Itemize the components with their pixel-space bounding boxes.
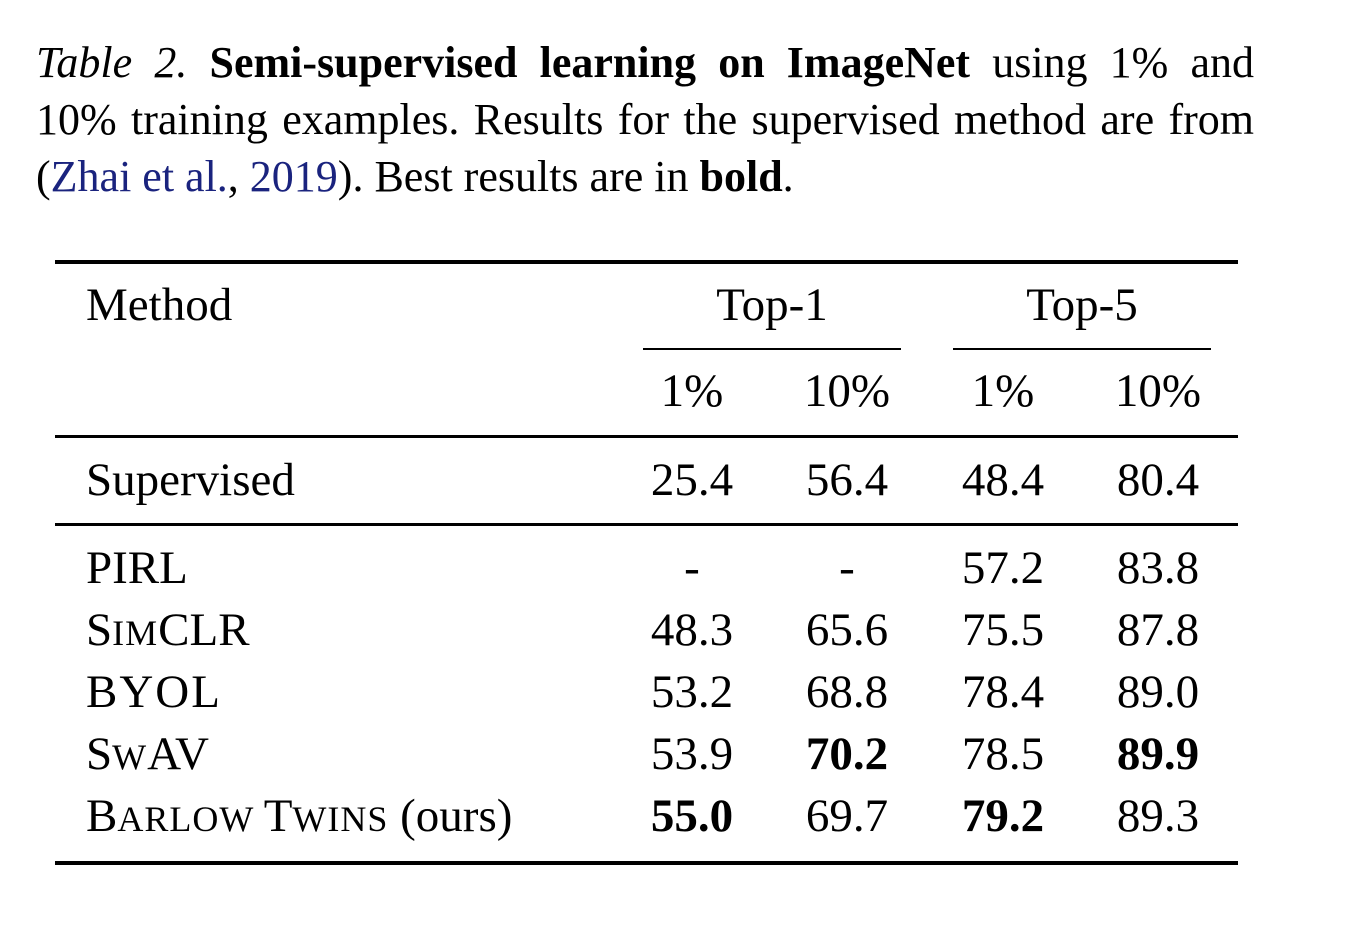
- method-name-part: WINS: [292, 799, 389, 839]
- row-method-pirl: PIRL: [86, 541, 188, 595]
- cell-byol-top5-10pct: 89.0: [1116, 666, 1200, 718]
- cell-byol-top5-1pct: 78.4: [961, 666, 1045, 718]
- method-name-part: IM: [112, 613, 159, 653]
- method-name-part: B: [86, 790, 118, 842]
- method-name-part: AV: [147, 728, 209, 780]
- citation-author-link[interactable]: Zhai et al.: [50, 152, 228, 201]
- cell-barlow-top5-10pct: 89.3: [1116, 790, 1200, 842]
- method-name-suffix: (ours): [388, 790, 513, 842]
- row-method-byol: BYOL: [86, 665, 222, 719]
- cell-swav-top5-10pct: 89.9: [1116, 728, 1200, 780]
- citation-separator: ,: [227, 152, 250, 201]
- cell-pirl-top1-10pct: -: [839, 542, 855, 594]
- top1-group-rule: [643, 348, 901, 350]
- header-sub-top1-10pct: 10%: [803, 365, 891, 417]
- cell-byol-top1-1pct: 53.2: [650, 666, 734, 718]
- cell-pirl-top5-1pct: 57.2: [961, 542, 1045, 594]
- cell-supervised-top1-1pct: 25.4: [650, 454, 734, 506]
- method-name-part: S: [86, 604, 113, 656]
- method-name-part: T: [263, 790, 293, 842]
- cell-simclr-top1-10pct: 65.6: [805, 604, 889, 656]
- baseline-bottom-rule: [55, 523, 1238, 526]
- table-top-rule: [55, 260, 1238, 264]
- cell-supervised-top5-1pct: 48.4: [961, 454, 1045, 506]
- cell-simclr-top5-1pct: 75.5: [961, 604, 1045, 656]
- method-name-part: PIRL: [86, 542, 188, 594]
- header-sub-top5-10pct: 10%: [1114, 365, 1202, 417]
- method-name-part: W: [112, 737, 148, 777]
- caption-bold-word: bold: [699, 152, 783, 201]
- header-top5: Top-5: [1026, 279, 1138, 331]
- row-method-swav: SWAV: [86, 727, 209, 784]
- cell-pirl-top5-10pct: 83.8: [1116, 542, 1200, 594]
- cell-barlow-top1-10pct: 69.7: [805, 790, 889, 842]
- caption-text-2: ). Best results are in: [337, 152, 700, 201]
- cell-barlow-top1-1pct: 55.0: [650, 790, 734, 842]
- row-method-barlow-twins: BARLOW TWINS (ours): [86, 789, 512, 846]
- results-table: Method Top-1 Top-5 1% 10% 1% 10% Supervi…: [55, 260, 1238, 866]
- table-caption: Table 2. Semi-supervised learning on Ima…: [36, 34, 1254, 205]
- cell-barlow-top5-1pct: 79.2: [961, 790, 1045, 842]
- cell-supervised-top5-10pct: 80.4: [1116, 454, 1200, 506]
- header-sub-top5-1pct: 1%: [971, 365, 1035, 417]
- citation-year-link[interactable]: 2019: [249, 152, 338, 201]
- table-bottom-rule: [55, 861, 1238, 865]
- caption-end: .: [782, 152, 794, 201]
- top5-group-rule: [953, 348, 1211, 350]
- cell-byol-top1-10pct: 68.8: [805, 666, 889, 718]
- method-name-part: BYOL: [86, 666, 222, 718]
- cell-simclr-top5-10pct: 87.8: [1116, 604, 1200, 656]
- method-name-part: CLR: [158, 604, 250, 656]
- cell-swav-top5-1pct: 78.5: [961, 728, 1045, 780]
- cell-simclr-top1-1pct: 48.3: [650, 604, 734, 656]
- header-bottom-rule: [55, 435, 1238, 438]
- header-method: Method: [86, 279, 233, 331]
- cell-supervised-top1-10pct: 56.4: [805, 454, 889, 506]
- cell-swav-top1-1pct: 53.9: [650, 728, 734, 780]
- caption-text: using 1% and 10% training examples. Resu…: [36, 38, 1255, 201]
- caption-title: Semi-supervised learning on ImageNet: [209, 38, 971, 87]
- row-method-simclr: SIMCLR: [86, 603, 250, 660]
- method-name-part: S: [86, 728, 113, 780]
- caption-label: Table 2.: [36, 38, 188, 87]
- cell-pirl-top1-1pct: -: [684, 542, 700, 594]
- cell-swav-top1-10pct: 70.2: [805, 728, 889, 780]
- header-sub-top1-1pct: 1%: [660, 365, 724, 417]
- method-name-part: ARLOW: [117, 799, 264, 839]
- header-top1: Top-1: [716, 279, 828, 331]
- row-method-supervised: Supervised: [86, 454, 295, 506]
